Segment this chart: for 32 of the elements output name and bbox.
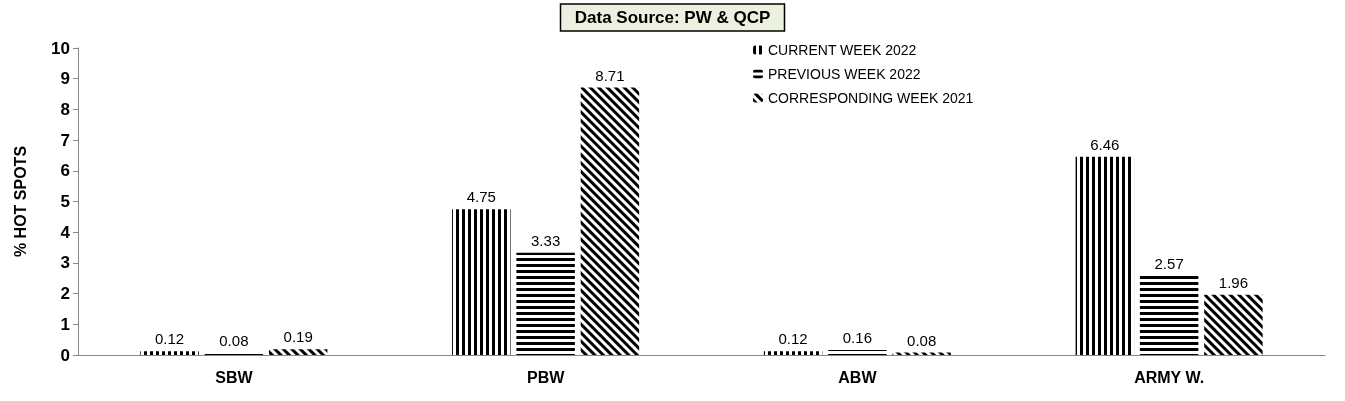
y-axis-title: % HOT SPOTS: [11, 145, 29, 258]
y-tick-label: 10: [51, 38, 70, 58]
y-tick-label: 1: [60, 314, 70, 334]
data-label: 0.12: [154, 330, 185, 348]
y-tick-label: 2: [60, 284, 70, 304]
data-label: 0.19: [283, 328, 313, 346]
legend-label: CURRENT WEEK 2022: [768, 42, 917, 58]
y-tick-label: 4: [60, 222, 71, 242]
data-label: 0.08: [219, 331, 249, 349]
x-tick-label: PBW: [526, 368, 566, 386]
y-tick-label: 5: [60, 192, 70, 211]
legend-label: CORRESPONDING WEEK 2021: [768, 90, 974, 106]
y-tick-label: 9: [60, 69, 70, 89]
data-label: 0.16: [842, 329, 872, 347]
x-tick-label: ABW: [838, 368, 878, 386]
data-label: 4.75: [466, 188, 496, 206]
data-label: 3.33: [531, 231, 561, 249]
data-label: 1.96: [1218, 273, 1249, 291]
legend-label: PREVIOUS WEEK 2022: [768, 66, 921, 82]
y-tick-label: 7: [60, 130, 70, 150]
data-label: 2.57: [1154, 255, 1184, 273]
x-tick-label: SBW: [215, 368, 254, 386]
x-tick-label: ARMY W.: [1134, 368, 1205, 386]
chart-title: Data Source: PW & QCP: [574, 8, 771, 27]
y-tick-label: 8: [60, 99, 70, 119]
data-label: 8.71: [595, 66, 625, 84]
data-label: 6.46: [1090, 135, 1120, 153]
y-tick-label: 6: [60, 161, 70, 181]
y-tick-label: 0: [60, 345, 70, 365]
y-tick-label: 3: [60, 253, 70, 273]
data-label: 0.08: [907, 331, 937, 349]
data-label: 0.12: [778, 330, 808, 348]
